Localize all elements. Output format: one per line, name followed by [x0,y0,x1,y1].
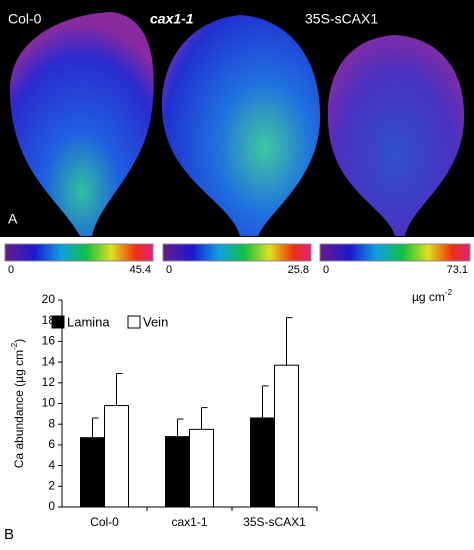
scale-max: 73.1 [447,264,468,276]
scale-max: 25.8 [288,264,309,276]
leaf [327,35,465,236]
x-tick-label: cax1-1 [171,515,207,529]
legend-swatch [127,315,141,329]
text-part: µg cm [412,290,445,304]
y-tick-label: 2 [48,478,55,492]
bar [104,405,129,508]
color-scale [162,243,312,262]
color-scale [4,243,154,262]
error-bar [286,317,293,366]
bar [250,417,275,508]
error-bar [262,385,269,418]
y-tick-label: 6 [48,437,55,451]
y-tick-label: 8 [48,416,55,430]
y-tick-label: 4 [48,458,55,472]
scale-min: 0 [323,264,329,276]
y-tick-label: 12 [42,375,56,389]
leaf-label: cax1-1 [150,11,194,27]
panel-label: A [8,211,18,227]
y-tick-label: 0 [48,499,55,513]
leaf [161,15,321,236]
y-tick-label: 14 [42,354,56,368]
bar [274,364,299,508]
text-part: -2 [445,288,453,297]
scale-min: 0 [166,264,172,276]
legend-swatch [51,315,65,329]
unit-label: µg cm-2 [412,288,453,304]
text-part: ) [12,339,26,343]
scale-min: 0 [8,264,14,276]
x-tick-label: Col-0 [90,515,119,529]
error-bar [177,418,184,437]
y-tick-label: 20 [42,292,56,306]
y-tick-label: 16 [42,334,56,348]
x-tick-label: 35S-sCAX1 [243,515,306,529]
y-tick-label: 10 [42,396,56,410]
legend-label: Vein [143,314,168,329]
color-scale [319,243,471,262]
error-bar [201,407,208,430]
text-part: Ca abundance (µg cm [12,350,26,468]
scale-max: 45.4 [130,264,151,276]
error-bar [92,417,99,438]
leaf [10,12,154,236]
leaf-label: 35S-sCAX1 [305,11,378,27]
error-bar [116,372,123,406]
text-part: -2 [10,342,19,350]
bar [165,436,190,508]
y-axis-label: Ca abundance (µg cm-2) [10,339,26,468]
leaf-label: Col-0 [8,11,42,27]
bar [80,437,105,508]
bar [189,428,214,508]
panel-label: B [4,526,14,543]
legend-label: Lamina [67,314,110,329]
